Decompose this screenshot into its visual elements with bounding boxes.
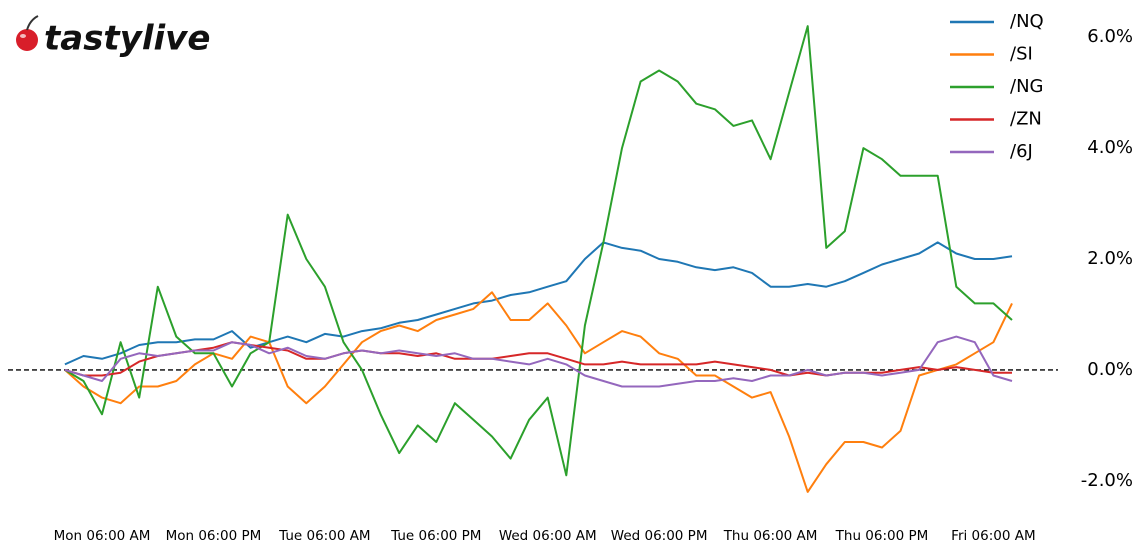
legend-label: /SI bbox=[1010, 44, 1033, 65]
y-tick-label: 2.0% bbox=[1087, 248, 1133, 269]
x-tick-label: Mon 06:00 PM bbox=[166, 528, 262, 544]
y-tick-label: -2.0% bbox=[1081, 470, 1133, 491]
legend-label: /ZN bbox=[1010, 109, 1042, 130]
logo: tastylive bbox=[44, 19, 210, 59]
x-tick-label: Mon 06:00 AM bbox=[54, 528, 151, 544]
series-line bbox=[64, 291, 1013, 493]
x-tick-label: Tue 06:00 PM bbox=[390, 528, 481, 544]
x-tick-label: Thu 06:00 PM bbox=[835, 528, 929, 544]
y-tick-label: 4.0% bbox=[1087, 137, 1133, 158]
x-tick-label: Fri 06:00 AM bbox=[951, 528, 1035, 544]
x-tick-label: Wed 06:00 PM bbox=[611, 528, 708, 544]
x-tick-label: Tue 06:00 AM bbox=[278, 528, 370, 544]
logo-icon bbox=[16, 15, 39, 51]
legend-label: /6J bbox=[1010, 141, 1033, 162]
legend-label: /NG bbox=[1010, 76, 1043, 97]
legend-label: /NQ bbox=[1010, 11, 1044, 32]
series-line bbox=[64, 335, 1013, 388]
series-line bbox=[64, 241, 1013, 366]
y-tick-label: 6.0% bbox=[1087, 26, 1133, 47]
x-tick-label: Thu 06:00 AM bbox=[723, 528, 818, 544]
x-tick-label: Wed 06:00 AM bbox=[499, 528, 597, 544]
y-tick-label: 0.0% bbox=[1087, 359, 1133, 380]
series-line bbox=[64, 25, 1013, 477]
